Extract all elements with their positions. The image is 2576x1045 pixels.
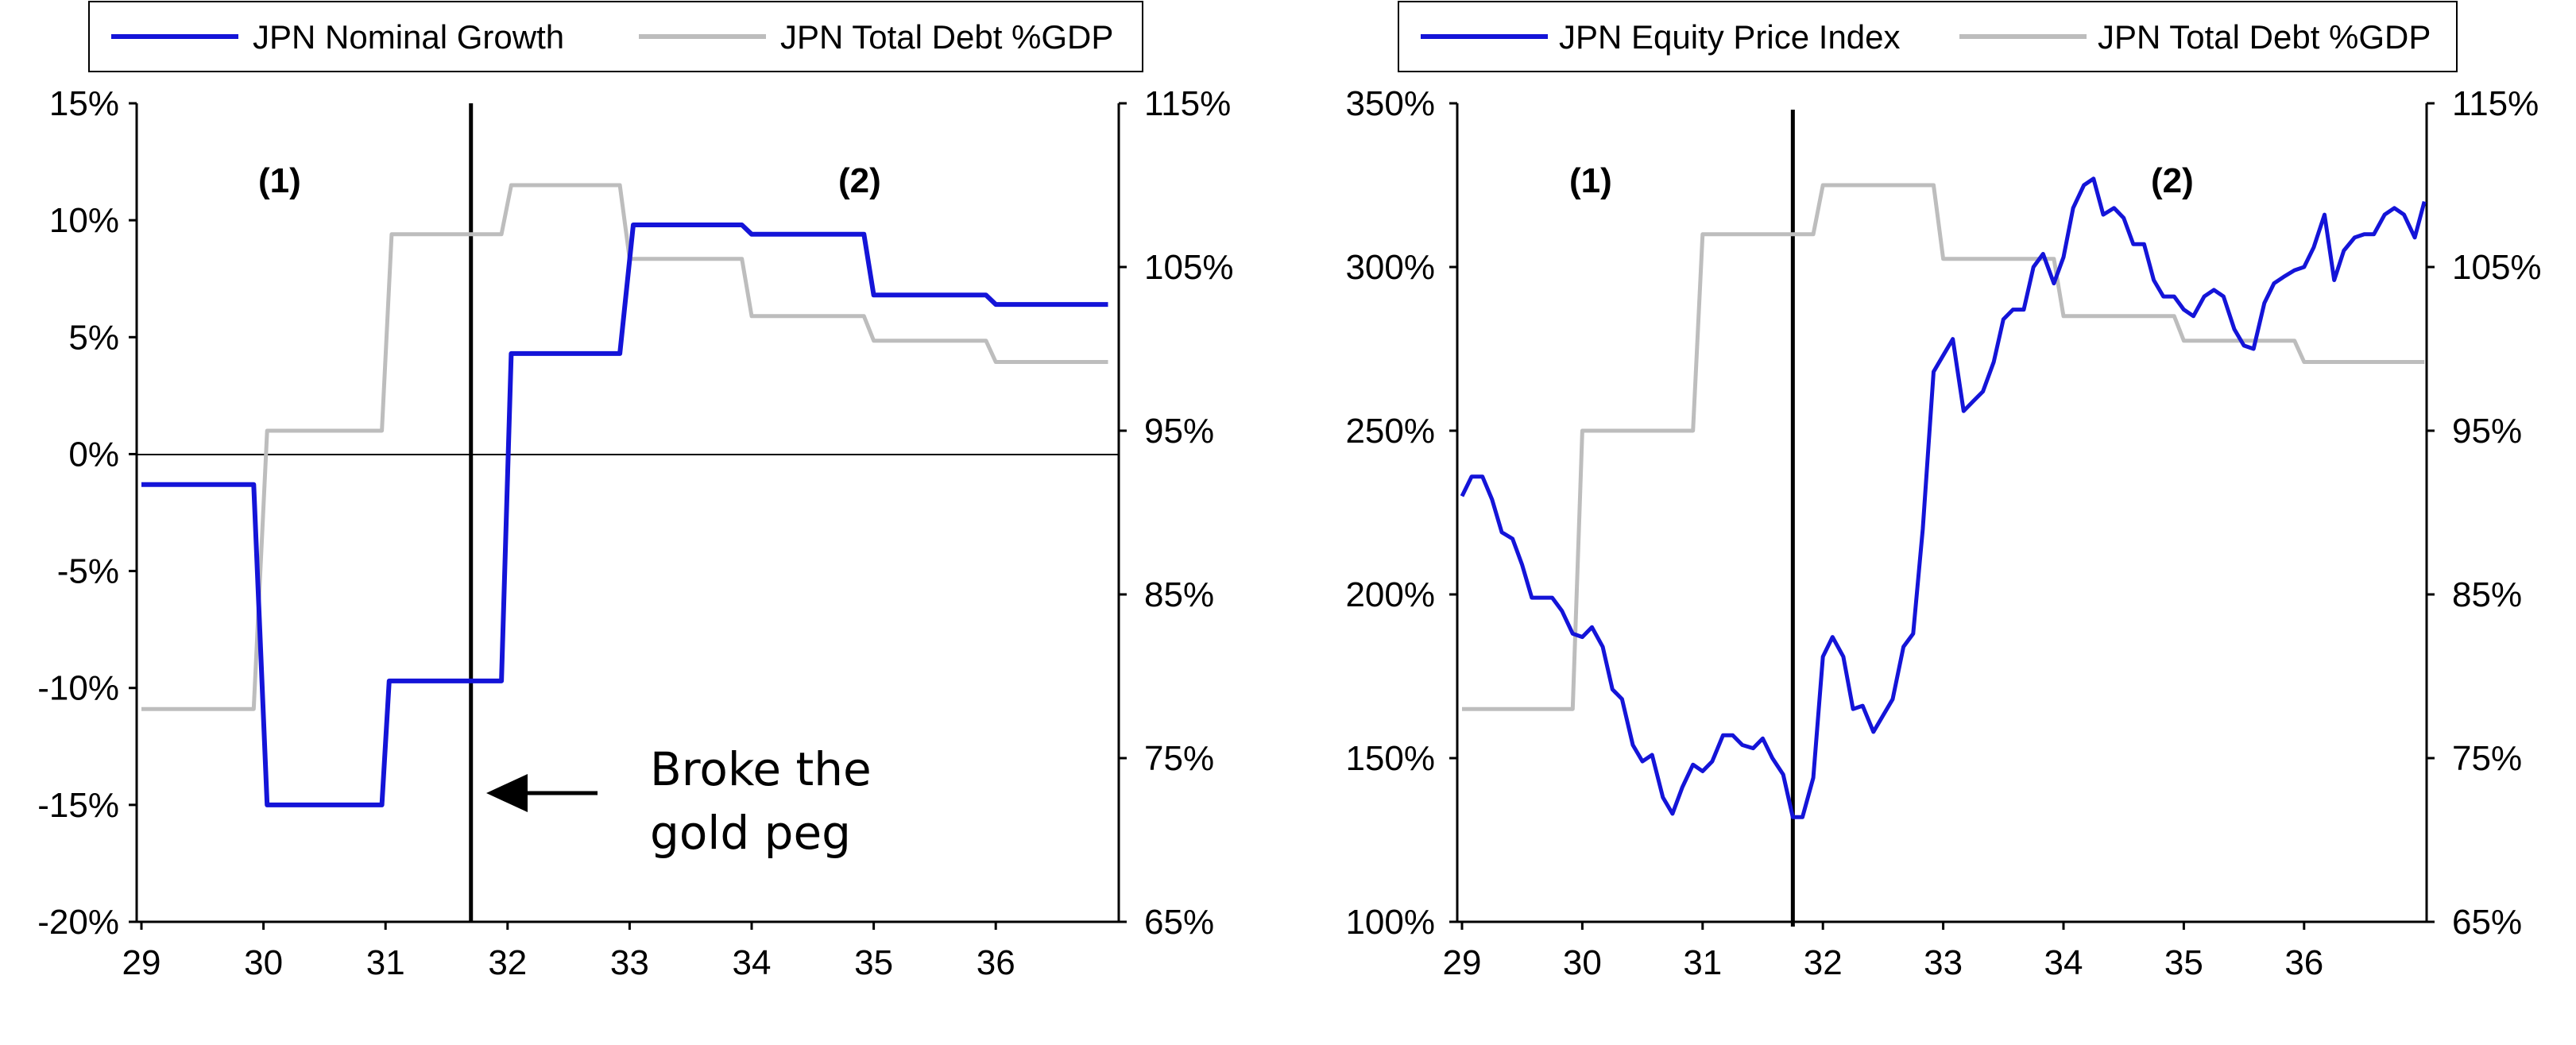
right-axis-tick-label: 105% bbox=[1144, 248, 1234, 287]
x-axis-tick-label: 31 bbox=[366, 943, 405, 982]
left-axis-tick-label: 15% bbox=[49, 84, 119, 123]
right-axis-tick-label: 65% bbox=[1144, 903, 1214, 942]
legend-label-total-debt: JPN Total Debt %GDP bbox=[780, 18, 1113, 56]
x-axis-tick-label: 36 bbox=[977, 943, 1015, 982]
region-label-1: (1) bbox=[258, 161, 301, 200]
annotation-line-2: gold peg bbox=[650, 806, 851, 860]
right-axis-tick-label: 75% bbox=[2452, 739, 2522, 778]
x-axis-tick-label: 33 bbox=[1924, 943, 1963, 982]
x-axis-tick-label: 34 bbox=[2044, 943, 2083, 982]
right-axis-tick-label: 75% bbox=[1144, 739, 1214, 778]
arrow-icon bbox=[486, 774, 598, 812]
x-axis-tick-label: 36 bbox=[2284, 943, 2323, 982]
region-label-2: (2) bbox=[838, 161, 881, 200]
x-axis-tick-label: 35 bbox=[2164, 943, 2203, 982]
x-axis-tick-label: 29 bbox=[1443, 943, 1482, 982]
series-equity-index bbox=[1460, 176, 2427, 819]
left-axis-tick-label: 200% bbox=[1345, 575, 1435, 614]
right-axis-tick-label: 95% bbox=[1144, 412, 1214, 451]
x-axis-tick-label: 30 bbox=[244, 943, 283, 982]
legend-label-total-debt: JPN Total Debt %GDP bbox=[2098, 18, 2431, 56]
left-axis-tick-label: 0% bbox=[68, 435, 119, 474]
right-axis-tick-label: 105% bbox=[2452, 248, 2542, 287]
left-axis-tick-label: -10% bbox=[37, 669, 119, 708]
right-axis-tick-label: 85% bbox=[2452, 575, 2522, 614]
left-axis-tick-label: -5% bbox=[57, 552, 119, 591]
series-total-debt bbox=[1462, 183, 2425, 711]
series-nominal-growth bbox=[141, 223, 1108, 807]
left-axis-tick-label: 150% bbox=[1345, 739, 1435, 778]
left-axis-tick-label: 250% bbox=[1345, 412, 1435, 451]
region-label-1: (1) bbox=[1569, 161, 1612, 200]
right-axis-ticks: 350% 300% 250% 200% 150% 100% 115% 105% 95% 85% 75… bbox=[1345, 84, 2541, 982]
left-axis-tick-label: 5% bbox=[68, 318, 119, 357]
x-axis-tick-label: 34 bbox=[733, 943, 772, 982]
legend-label-equity-index: JPN Equity Price Index bbox=[1559, 18, 1901, 56]
x-axis-tick-label: 33 bbox=[610, 943, 649, 982]
x-axis-tick-label: 32 bbox=[488, 943, 527, 982]
right-axis-tick-label: 65% bbox=[2452, 903, 2522, 942]
chart-left: JPN Nominal Growth JPN Total Debt %GDP 1… bbox=[37, 1, 1234, 982]
right-axis-tick-label: 115% bbox=[1144, 84, 1231, 123]
x-axis-tick-label: 31 bbox=[1683, 943, 1722, 982]
x-axis-tick-label: 30 bbox=[1563, 943, 1602, 982]
left-axis-tick-label: 350% bbox=[1345, 84, 1435, 123]
left-axis-tick-label: -20% bbox=[37, 903, 119, 942]
legend-label-nominal-growth: JPN Nominal Growth bbox=[253, 18, 564, 56]
region-label-2: (2) bbox=[2151, 161, 2194, 200]
right-axis-tick-label: 85% bbox=[1144, 575, 1214, 614]
right-axis-tick-label: 115% bbox=[2452, 84, 2539, 123]
x-axis-tick-label: 32 bbox=[1804, 943, 1843, 982]
x-axis-tick-label: 29 bbox=[122, 943, 161, 982]
left-axis-ticks: 15% 10% 5% 0% -5% -10% -15% -20% 115% 105% 95% 85% 7… bbox=[37, 84, 1233, 982]
left-axis-tick-label: 10% bbox=[49, 201, 119, 240]
legend-box bbox=[88, 1, 1143, 72]
annotation-line-1: Broke the bbox=[650, 742, 872, 796]
series-total-debt bbox=[141, 183, 1108, 711]
left-axis-tick-label: 100% bbox=[1345, 903, 1435, 942]
chart-right: JPN Equity Price Index JPN Total Debt %G… bbox=[1345, 1, 2542, 982]
left-axis-tick-label: -15% bbox=[37, 786, 119, 825]
x-axis-tick-label: 35 bbox=[854, 943, 893, 982]
legend-box bbox=[1398, 1, 2458, 72]
left-axis-tick-label: 300% bbox=[1345, 248, 1435, 287]
right-axis-tick-label: 95% bbox=[2452, 412, 2522, 451]
